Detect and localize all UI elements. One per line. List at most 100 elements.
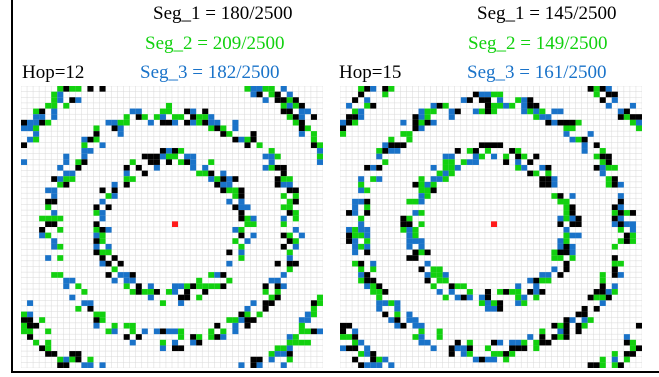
seg2-cell: [412, 334, 419, 340]
seg1-cell: [250, 131, 257, 137]
seg2-cell: [629, 119, 636, 126]
seg2-cell: [515, 294, 522, 301]
seg2-cell: [623, 356, 630, 363]
seg1-cell: [527, 159, 534, 165]
seg1-cell: [21, 142, 28, 149]
seg2-cell: [358, 181, 365, 188]
seg1-cell: [256, 356, 263, 363]
seg2-cell: [484, 148, 491, 154]
seg2-cell: [442, 277, 449, 284]
seg1-cell: [184, 289, 191, 295]
seg1-cell: [545, 164, 552, 171]
seg2-cell: [545, 277, 552, 284]
seg3-cell: [466, 159, 473, 165]
seg3-cell: [551, 181, 558, 188]
seg1-cell: [292, 97, 299, 103]
seg1-cell: [51, 198, 58, 205]
seg3-cell: [400, 119, 407, 126]
seg3-cell: [418, 125, 425, 132]
seg2-cell: [286, 232, 293, 239]
seg2-cell: [557, 334, 564, 340]
seg3-cell: [436, 176, 443, 182]
seg2-cell: [436, 334, 443, 340]
seg3-cell: [460, 351, 467, 357]
seg1-cell: [466, 97, 473, 103]
seg1-cell: [21, 119, 28, 126]
seg3-cell: [27, 311, 34, 318]
seg2-cell: [111, 322, 118, 329]
seg3-cell: [232, 328, 239, 335]
seg3-cell: [569, 249, 576, 256]
seg1-cell: [93, 238, 100, 244]
seg2-cell: [533, 114, 540, 120]
seg3-cell: [111, 119, 118, 126]
seg2-cell: [533, 294, 540, 301]
seg2-cell: [376, 294, 383, 301]
seg2-cell: [159, 108, 166, 115]
seg1-cell: [262, 300, 269, 306]
seg1-cell: [370, 351, 377, 357]
seg2-cell: [208, 159, 215, 165]
seg1-cell: [412, 255, 419, 261]
seg1-cell: [202, 108, 209, 115]
seg1-cell: [111, 125, 118, 132]
seg1-cell: [135, 114, 142, 120]
seg2-cell: [123, 176, 130, 182]
seg1-cell: [346, 210, 353, 216]
seg2-cell: [75, 305, 82, 312]
seg3-cell: [172, 328, 179, 335]
seg1-cell: [274, 91, 281, 98]
seg2-cell: [226, 187, 233, 194]
seg3-cell: [238, 317, 245, 323]
seg3-cell: [424, 339, 431, 346]
seg3-cell: [563, 131, 570, 137]
seg3-cell: [551, 119, 558, 126]
seg1-cell: [268, 300, 275, 306]
seg3-cell: [280, 272, 287, 278]
seg2-cell: [418, 210, 425, 216]
seg3-cell: [430, 102, 437, 109]
center-node: [491, 221, 498, 227]
seg3-cell: [304, 311, 311, 318]
seg3-cell: [557, 238, 564, 244]
seg3-cell: [454, 164, 461, 171]
seg2-cell: [69, 356, 76, 363]
seg1-cell: [184, 119, 191, 126]
seg2-cell: [21, 311, 28, 318]
seg1-cell: [472, 148, 479, 154]
seg1-cell: [412, 114, 419, 120]
seg2-cell: [238, 243, 245, 250]
seg1-cell: [551, 334, 558, 340]
seg1-cell: [484, 102, 491, 109]
seg1-cell: [81, 159, 88, 165]
seg2-cell: [352, 232, 359, 239]
seg3-cell: [515, 300, 522, 306]
seg3-cell: [509, 339, 516, 346]
seg1-cell: [454, 108, 461, 115]
seg2-cell: [268, 294, 275, 301]
seg3-cell: [406, 238, 413, 244]
seg2-cell: [123, 119, 130, 126]
seg1-cell: [358, 362, 365, 368]
seg2-cell: [358, 351, 365, 357]
seg3-cell: [51, 187, 58, 194]
seg1-cell: [352, 97, 359, 103]
seg1-cell: [352, 356, 359, 363]
seg2-cell: [226, 131, 233, 137]
seg3-cell: [268, 153, 275, 160]
seg3-cell: [364, 351, 371, 357]
seg3-cell: [232, 119, 239, 126]
seg3-cell: [63, 153, 70, 160]
seg3-cell: [268, 159, 275, 165]
seg3-cell: [286, 91, 293, 98]
seg1-cell: [238, 215, 245, 222]
seg1-cell: [587, 86, 594, 92]
seg1-cell: [280, 97, 287, 103]
seg1-cell: [39, 227, 46, 233]
seg1-cell: [539, 181, 546, 188]
seg1-cell: [605, 294, 612, 301]
seg1-cell: [509, 148, 516, 154]
seg2-cell: [316, 294, 323, 301]
seg3-cell: [298, 232, 305, 239]
seg2-cell: [448, 170, 455, 177]
